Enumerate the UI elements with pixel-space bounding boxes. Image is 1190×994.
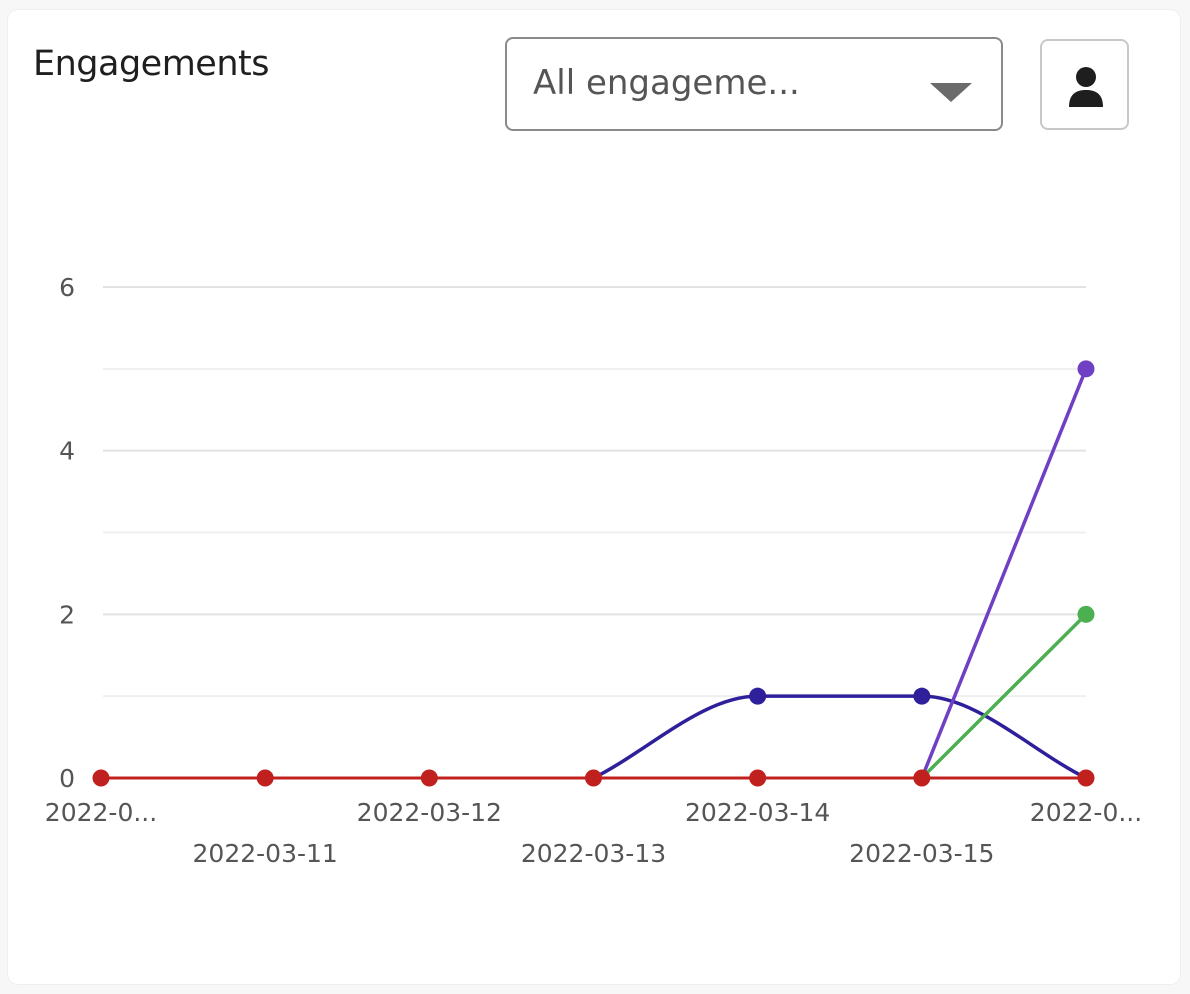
series-3 [920,605,1095,780]
x-tick-label: 2022-0... [45,798,157,827]
dropdown-selected-value: All engageme... [533,63,800,103]
data-point[interactable] [913,769,931,787]
y-tick-label: 0 [59,764,75,793]
caret-down-icon [930,83,972,102]
x-axis: 2022-0... 2022-03-11 2022-03-12 2022-03-13 2… [45,798,1142,868]
x-tick-label: 2022-0... [1030,798,1142,827]
data-point[interactable] [420,769,438,787]
user-filter-button[interactable] [1040,39,1129,130]
data-point[interactable] [749,687,767,705]
x-tick-label: 2022-03-13 [521,839,666,868]
chart-series [92,360,1095,787]
x-tick-label: 2022-03-15 [849,839,994,868]
y-axis: 0 2 4 6 [59,273,75,793]
data-point[interactable] [585,769,602,787]
data-point[interactable] [913,687,931,705]
series-line [591,694,1088,780]
y-tick-label: 4 [59,437,75,466]
data-point[interactable] [92,769,110,787]
data-point[interactable] [749,769,767,787]
card-title: Engagements [33,44,269,84]
x-tick-label: 2022-03-14 [685,798,830,827]
user-icon [1069,67,1103,107]
data-point[interactable] [1077,360,1095,378]
engagements-card [8,10,1180,984]
data-point[interactable] [1077,769,1095,787]
series-0 [92,769,1095,787]
engagement-filter-dropdown[interactable]: All engageme... [505,37,1003,131]
series-2 [920,360,1095,780]
data-point[interactable] [256,769,274,787]
data-point[interactable] [1077,605,1095,623]
y-tick-label: 2 [59,600,75,629]
x-tick-label: 2022-03-11 [193,839,338,868]
x-tick-label: 2022-03-12 [357,798,502,827]
series-1 [591,687,1088,780]
series-line [920,367,1088,780]
chart-gridlines [103,286,1086,698]
y-tick-label: 6 [59,273,75,302]
series-line [920,612,1088,780]
